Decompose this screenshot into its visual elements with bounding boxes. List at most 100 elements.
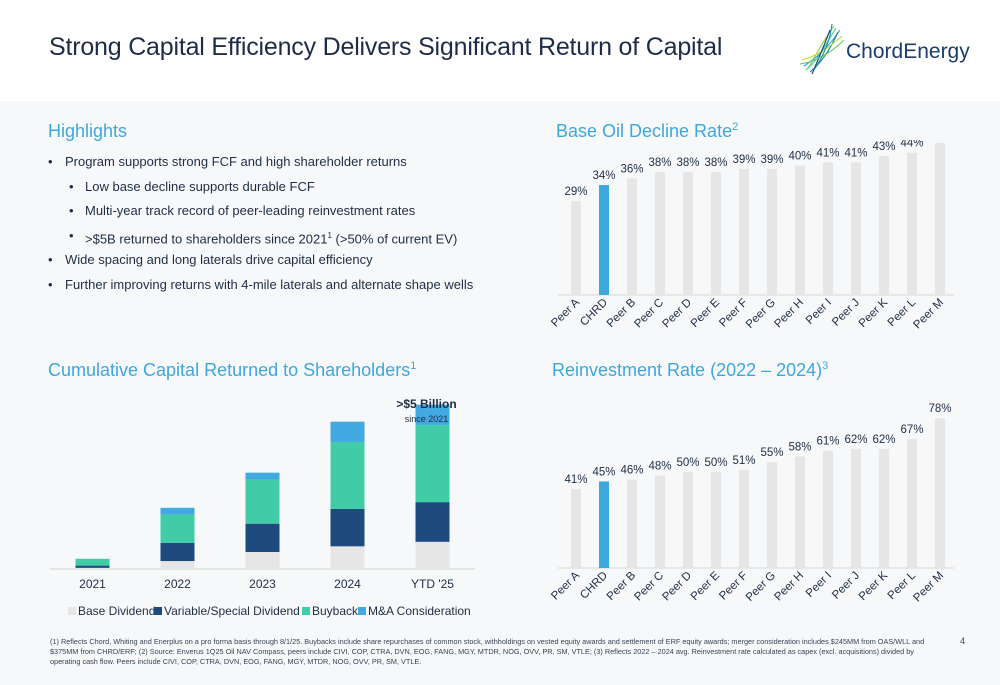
x-tick-label: Peer J <box>830 570 862 602</box>
data-label: 46% <box>620 465 643 477</box>
bullet-item: • Multi-year track record of peer-leading… <box>69 203 416 218</box>
data-label: 51% <box>732 455 755 467</box>
x-tick-label: Peer G <box>744 570 778 604</box>
x-tick-label: 2021 <box>79 577 106 591</box>
bar <box>935 418 945 568</box>
data-label: 39% <box>760 154 783 166</box>
legend-swatch <box>358 607 366 615</box>
bar <box>711 172 721 295</box>
annotation-subtitle: since 2021 <box>405 414 449 424</box>
bullet-item: • Wide spacing and long laterals drive ca… <box>48 252 373 267</box>
legend-swatch <box>68 607 76 615</box>
stacked-bar-segment <box>160 507 195 515</box>
legend-label: Base Dividend <box>78 604 155 618</box>
bar <box>907 439 917 568</box>
stacked-bar-segment <box>415 541 450 569</box>
stacked-bar-segment <box>75 567 110 569</box>
data-label: 41% <box>816 147 839 159</box>
bar <box>683 471 693 568</box>
footnote-ref: 2 <box>732 121 739 133</box>
x-tick-label: Peer G <box>744 297 778 331</box>
data-label: 45% <box>592 466 615 478</box>
bar <box>795 165 805 295</box>
x-tick-label: Peer E <box>689 296 723 330</box>
bullet-item: • Further improving returns with 4-mile l… <box>48 276 474 292</box>
x-tick-label: Peer D <box>660 570 694 604</box>
x-tick-label: Peer H <box>772 570 806 604</box>
bar <box>739 168 749 295</box>
logo-word-chord: Chord <box>846 40 904 63</box>
x-tick-label: Peer I <box>804 297 834 327</box>
data-label: 40% <box>788 151 811 163</box>
bullet-text: Low base decline supports durable FCF <box>85 178 315 194</box>
stacked-bar-segment <box>245 479 280 524</box>
bar <box>879 448 889 568</box>
stacked-bar-segment <box>245 552 280 569</box>
data-label: 78% <box>928 403 951 415</box>
cumulative-title-text: Cumulative Capital Returned to Sharehold… <box>48 360 411 380</box>
bar <box>627 479 637 568</box>
x-tick-label: 2022 <box>164 577 191 591</box>
bar <box>711 471 721 568</box>
bar <box>683 172 693 295</box>
reinvestment-rate-chart: 41% Peer A 45% CHRD 46% Peer B 48% Peer C 50% Pee… <box>550 403 954 605</box>
x-tick-label: Peer C <box>632 570 666 604</box>
page-number: 4 <box>960 636 966 646</box>
x-tick-label: YTD '25 <box>411 577 454 591</box>
bar <box>767 168 777 295</box>
cumulative-chart-title: Cumulative Capital Returned to Sharehold… <box>48 360 416 381</box>
logo-mark-icon <box>799 23 845 75</box>
decline-chart-title: Base Oil Decline Rate2 <box>556 121 738 142</box>
bar <box>571 201 581 295</box>
stacked-bar-segment <box>330 421 365 443</box>
stacked-bar-segment <box>160 514 195 543</box>
x-tick-label: Peer C <box>632 297 666 331</box>
reinvest-title-text: Reinvestment Rate (2022 – 2024) <box>552 360 823 380</box>
legend-label: M&A Consideration <box>368 604 471 618</box>
legend-label: Variable/Special Dividend <box>164 604 300 618</box>
footnote-ref: 1 <box>410 360 417 372</box>
data-label: 67% <box>900 424 923 436</box>
bar <box>795 456 805 568</box>
x-tick-label: CHRD <box>578 570 610 602</box>
stacked-bar-segment <box>245 523 280 552</box>
logo-wordmark: ChordEnergy <box>846 40 970 64</box>
bullet-text-suffix: (>50% of current EV) <box>331 230 458 246</box>
bullet-text: Program supports strong FCF and high sha… <box>65 154 407 169</box>
highlights-title: Highlights <box>48 121 128 141</box>
data-label: 38% <box>676 157 699 169</box>
bullet-text: Further improving returns with 4-mile la… <box>65 276 474 292</box>
x-tick-label: Peer E <box>689 569 723 603</box>
bullet-item: • >$5B returned to shareholders since 202… <box>69 227 458 246</box>
page-title: Strong Capital Efficiency Delivers Signi… <box>49 33 723 61</box>
bar <box>655 475 665 568</box>
legend-swatch <box>302 607 310 615</box>
bar <box>823 450 833 568</box>
bar <box>627 178 637 295</box>
x-tick-label: Peer M <box>911 297 946 332</box>
reinvest-chart-title: Reinvestment Rate (2022 – 2024)3 <box>552 360 828 381</box>
x-tick-label: Peer B <box>605 569 639 603</box>
x-tick-label: Peer M <box>911 570 946 605</box>
decline-title-text: Base Oil Decline Rate <box>556 121 733 141</box>
bar <box>767 462 777 568</box>
data-label: 43% <box>872 141 895 153</box>
x-tick-label: Peer K <box>857 569 891 603</box>
bar <box>655 172 665 295</box>
bullet-item: • Program supports strong FCF and high sh… <box>48 154 407 169</box>
data-label: 55% <box>760 447 783 459</box>
footnote: (1) Reflects Chord, Whiting and Enerplus… <box>50 637 925 666</box>
bar <box>851 162 861 295</box>
bar <box>907 152 917 295</box>
data-label: 62% <box>872 434 895 446</box>
x-tick-label: 2023 <box>249 577 276 591</box>
stacked-bar-segment <box>330 442 365 509</box>
stacked-bar-segment <box>330 508 365 547</box>
data-label: 41% <box>564 474 587 486</box>
x-tick-label: Peer H <box>772 297 806 331</box>
data-label: 48% <box>648 461 671 473</box>
data-label: 50% <box>704 457 727 469</box>
bar <box>599 185 609 295</box>
stacked-bar-segment <box>160 542 195 562</box>
stacked-bar-segment <box>415 425 450 503</box>
